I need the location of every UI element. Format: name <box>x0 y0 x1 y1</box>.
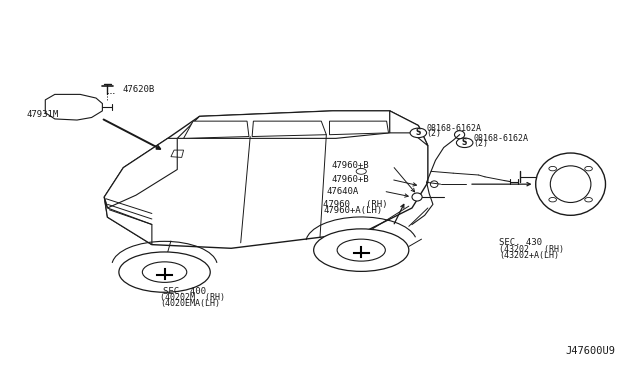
Text: SEC. 400: SEC. 400 <box>163 287 206 296</box>
Text: (43202   (RH): (43202 (RH) <box>499 244 564 254</box>
Text: 47960+B: 47960+B <box>332 161 369 170</box>
Polygon shape <box>104 111 428 248</box>
Ellipse shape <box>314 229 409 272</box>
Ellipse shape <box>412 193 422 201</box>
Polygon shape <box>184 121 249 138</box>
Text: (4020EMA(LH): (4020EMA(LH) <box>160 299 220 308</box>
Text: 47960+B: 47960+B <box>332 175 369 184</box>
Polygon shape <box>104 197 152 245</box>
Circle shape <box>585 166 593 171</box>
Polygon shape <box>104 138 177 208</box>
Polygon shape <box>252 121 326 137</box>
Text: S: S <box>462 138 467 147</box>
Polygon shape <box>330 121 388 135</box>
Ellipse shape <box>142 262 187 282</box>
Text: 47960   (RH): 47960 (RH) <box>323 200 388 209</box>
Circle shape <box>549 166 556 171</box>
Text: (2): (2) <box>427 129 442 138</box>
Ellipse shape <box>337 239 385 261</box>
Text: 47640A: 47640A <box>326 187 358 196</box>
Circle shape <box>549 198 556 202</box>
Text: 47960+A(LH): 47960+A(LH) <box>323 206 382 215</box>
Circle shape <box>410 128 427 138</box>
Text: 47620B: 47620B <box>122 86 154 94</box>
Text: SEC. 430: SEC. 430 <box>499 238 542 247</box>
Text: S: S <box>415 128 421 137</box>
Ellipse shape <box>430 181 438 187</box>
Text: (2): (2) <box>474 140 488 148</box>
Circle shape <box>585 198 593 202</box>
Text: (43202+A(LH): (43202+A(LH) <box>499 251 559 260</box>
Ellipse shape <box>536 153 605 215</box>
Text: (40202M  (RH): (40202M (RH) <box>160 293 225 302</box>
Polygon shape <box>45 94 102 120</box>
Ellipse shape <box>454 131 465 139</box>
Circle shape <box>456 138 473 148</box>
Text: 08168-6162A: 08168-6162A <box>474 134 529 143</box>
Text: 47931M: 47931M <box>27 110 59 119</box>
Polygon shape <box>177 111 390 138</box>
Polygon shape <box>390 111 428 146</box>
Text: J47600U9: J47600U9 <box>565 346 615 356</box>
Ellipse shape <box>550 166 591 202</box>
Text: 08168-6162A: 08168-6162A <box>427 124 481 132</box>
Ellipse shape <box>119 252 211 292</box>
